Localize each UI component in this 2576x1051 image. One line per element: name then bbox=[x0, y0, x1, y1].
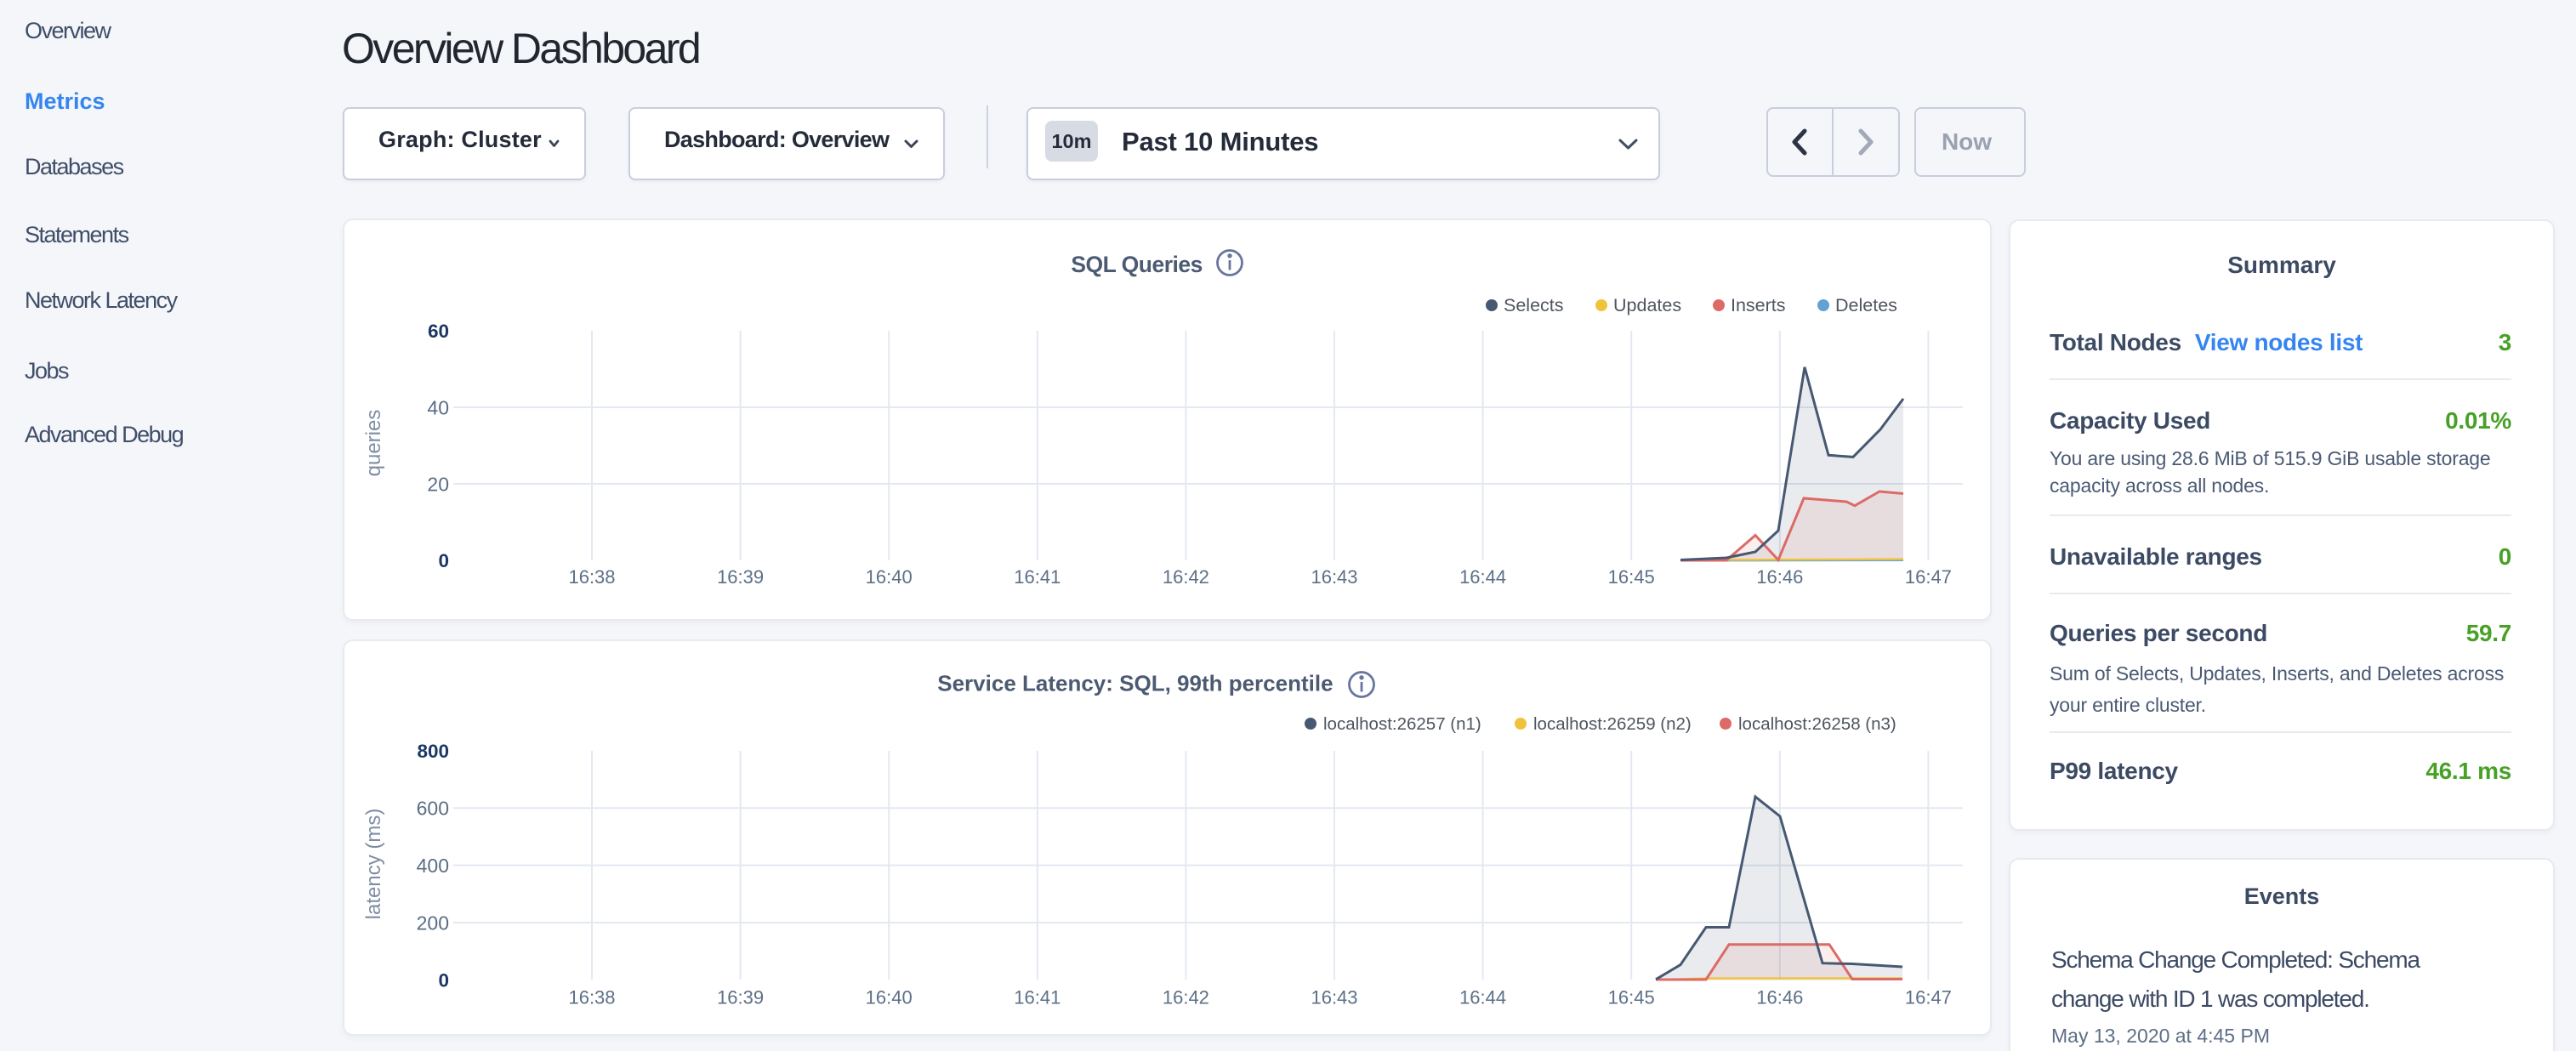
svg-text:16:46: 16:46 bbox=[1756, 566, 1803, 588]
svg-text:localhost:26257 (n1): localhost:26257 (n1) bbox=[1323, 714, 1481, 734]
svg-text:Deletes: Deletes bbox=[1835, 295, 1897, 315]
svg-text:16:45: 16:45 bbox=[1608, 987, 1655, 1008]
svg-text:Selects: Selects bbox=[1504, 295, 1564, 315]
svg-text:SQL Queries: SQL Queries bbox=[1071, 252, 1203, 277]
svg-text:800: 800 bbox=[417, 741, 449, 762]
svg-text:16:43: 16:43 bbox=[1311, 566, 1357, 588]
svg-text:queries: queries bbox=[362, 410, 385, 477]
svg-text:latency (ms): latency (ms) bbox=[362, 809, 385, 920]
svg-text:16:41: 16:41 bbox=[1014, 987, 1061, 1008]
svg-text:16:47: 16:47 bbox=[1905, 566, 1952, 588]
svg-text:16:38: 16:38 bbox=[568, 566, 615, 588]
svg-text:16:41: 16:41 bbox=[1014, 566, 1061, 588]
svg-text:16:39: 16:39 bbox=[717, 566, 764, 588]
svg-text:600: 600 bbox=[417, 798, 449, 820]
svg-text:Inserts: Inserts bbox=[1731, 295, 1786, 315]
svg-text:Service Latency: SQL, 99th per: Service Latency: SQL, 99th percentile bbox=[937, 671, 1333, 696]
svg-text:40: 40 bbox=[427, 396, 449, 418]
svg-text:16:40: 16:40 bbox=[866, 987, 913, 1008]
svg-text:20: 20 bbox=[427, 473, 449, 495]
svg-text:0: 0 bbox=[438, 969, 449, 991]
svg-text:16:46: 16:46 bbox=[1756, 987, 1803, 1008]
svg-text:Updates: Updates bbox=[1613, 295, 1681, 315]
svg-text:16:42: 16:42 bbox=[1163, 566, 1209, 588]
svg-text:16:44: 16:44 bbox=[1459, 566, 1506, 588]
svg-text:200: 200 bbox=[417, 912, 449, 934]
svg-text:60: 60 bbox=[428, 321, 449, 342]
svg-text:16:42: 16:42 bbox=[1163, 987, 1209, 1008]
svg-text:localhost:26258 (n3): localhost:26258 (n3) bbox=[1738, 714, 1896, 734]
svg-text:16:47: 16:47 bbox=[1905, 987, 1952, 1008]
svg-text:0: 0 bbox=[438, 550, 449, 571]
svg-text:16:45: 16:45 bbox=[1608, 566, 1655, 588]
svg-text:16:38: 16:38 bbox=[568, 987, 615, 1008]
svg-text:16:40: 16:40 bbox=[866, 566, 913, 588]
svg-text:localhost:26259 (n2): localhost:26259 (n2) bbox=[1533, 714, 1692, 734]
svg-text:400: 400 bbox=[417, 855, 449, 877]
svg-text:16:44: 16:44 bbox=[1459, 987, 1506, 1008]
svg-text:16:39: 16:39 bbox=[717, 987, 764, 1008]
svg-text:16:43: 16:43 bbox=[1311, 987, 1357, 1008]
